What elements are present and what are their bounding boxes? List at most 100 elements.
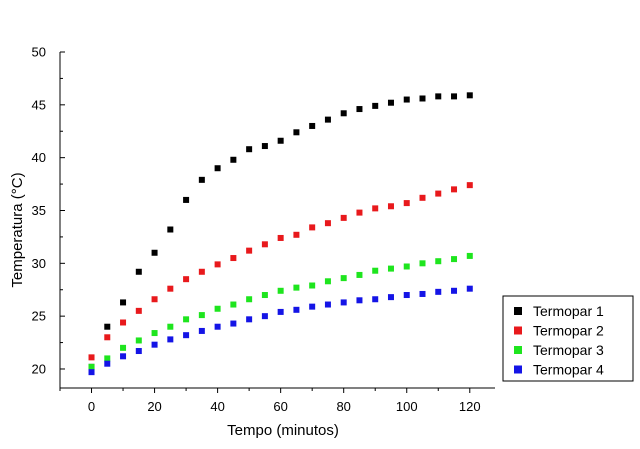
data-point [435,93,442,100]
data-point [419,95,426,102]
data-point [246,316,253,323]
x-tick-label: 80 [336,399,350,414]
series-2 [88,182,473,361]
data-point [293,284,300,291]
data-point [277,234,284,241]
y-tick-label: 25 [32,309,46,324]
data-point [135,348,142,355]
data-point [120,299,127,306]
legend-marker [514,307,522,315]
data-point [214,305,221,312]
series-3 [88,252,473,370]
data-point [324,220,331,227]
series-4 [88,285,473,376]
x-axis-label: Tempo (minutos) [227,422,339,439]
data-point [324,278,331,285]
y-axis-label: Temperatura (°C) [9,172,26,287]
data-point [230,320,237,327]
data-point [435,288,442,295]
data-point [387,294,394,301]
data-point [183,332,190,339]
data-point [167,226,174,233]
data-point [356,106,363,113]
data-point [372,205,379,212]
data-point [198,268,205,275]
data-point [340,214,347,221]
legend-box [502,295,634,382]
series-1 [88,92,473,370]
data-point [104,334,111,341]
legend: Termopar 1 Termopar 2 Termopar 3 Termopar 4 [502,295,634,382]
data-point [120,344,127,351]
data-point [419,290,426,297]
data-point [246,296,253,303]
data-point [214,323,221,330]
data-point [104,323,111,330]
data-point [135,307,142,314]
data-point [419,260,426,267]
data-point [214,165,221,172]
data-point [293,306,300,313]
data-point [261,143,268,150]
y-tick-label: 45 [32,97,46,112]
data-point [309,224,316,231]
data-point [466,285,473,292]
data-point [372,267,379,274]
x-tick-label: 120 [459,399,481,414]
data-point [435,258,442,265]
data-point [151,249,158,256]
legend-label: Termopar 1 [533,303,604,319]
data-points [88,92,473,376]
data-point [324,116,331,123]
data-point [198,176,205,183]
data-point [198,312,205,319]
data-point [356,271,363,278]
data-point [198,327,205,334]
axes: 20 25 30 35 40 45 50 0 20 40 60 80 100 120 [32,45,495,414]
legend-label: Termopar 3 [533,342,604,358]
data-point [183,276,190,283]
data-point [88,363,95,370]
y-tick-label: 20 [32,361,46,376]
data-point [451,93,458,100]
data-point [387,203,394,210]
data-point [230,255,237,262]
data-point [324,301,331,308]
data-point [88,354,95,361]
y-tick-label: 30 [32,256,46,271]
data-point [372,296,379,303]
legend-marker [514,346,522,354]
data-point [340,110,347,117]
data-point [151,296,158,303]
data-point [309,282,316,289]
x-tick-label: 100 [396,399,418,414]
data-point [309,122,316,129]
legend-label: Termopar 2 [533,323,604,339]
data-point [387,265,394,272]
data-point [246,146,253,153]
data-point [261,241,268,248]
data-point [167,336,174,343]
data-point [372,102,379,109]
data-point [104,360,111,367]
data-point [88,369,95,376]
data-point [403,96,410,103]
data-point [309,303,316,310]
data-point [466,92,473,99]
data-point [167,285,174,292]
data-point [230,301,237,308]
data-point [403,292,410,299]
data-point [120,319,127,326]
data-point [261,313,268,320]
data-point [356,209,363,216]
data-point [451,287,458,294]
data-point [277,287,284,294]
data-point [387,99,394,106]
data-point [403,263,410,270]
data-point [293,129,300,136]
x-tick-label: 20 [147,399,161,414]
data-point [277,308,284,315]
data-point [451,256,458,263]
